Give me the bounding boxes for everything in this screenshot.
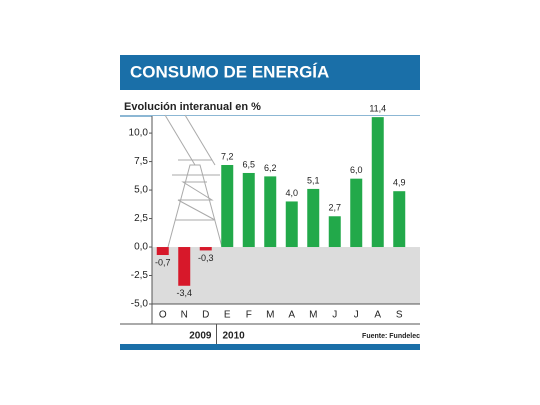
x-tick-label: J: [332, 310, 337, 321]
negative-zone: [152, 247, 420, 304]
y-tick-label: 5,0: [134, 185, 148, 196]
bar: [307, 188, 320, 248]
x-tick-label: M: [309, 310, 317, 321]
y-tick-label: 7,5: [134, 156, 148, 167]
x-tick-label: A: [374, 310, 381, 321]
value-label: -0,7: [155, 257, 171, 267]
x-tick-label: N: [181, 310, 188, 321]
bar: [285, 201, 298, 248]
chart-subtitle: Evolución interanual en %: [124, 101, 261, 113]
bar: [156, 247, 169, 256]
y-tick-label: -2,5: [131, 270, 149, 281]
value-label: 4,9: [393, 178, 406, 188]
x-tick-label: M: [266, 310, 274, 321]
year-label: 2010: [223, 331, 246, 342]
y-tick-label: 2,5: [134, 213, 148, 224]
bar: [328, 216, 341, 248]
value-label: -3,4: [176, 288, 192, 298]
bar: [199, 247, 212, 251]
x-tick-label: D: [202, 310, 209, 321]
footer-bar: [120, 344, 420, 350]
year-label: 2009: [189, 331, 212, 342]
bar: [178, 247, 191, 286]
value-label: 4,0: [285, 188, 298, 198]
source: Fuente: Fundelec: [362, 333, 420, 340]
tower-illustration: [164, 114, 223, 248]
value-label: 7,2: [221, 151, 234, 161]
bar: [371, 117, 384, 248]
bar: [242, 172, 255, 248]
x-tick-label: O: [159, 310, 167, 321]
value-label: 6,0: [350, 165, 363, 175]
value-label: 11,4: [369, 104, 386, 114]
y-tick-label: -5,0: [131, 299, 149, 310]
bar: [393, 191, 406, 248]
header-bar: [120, 55, 420, 90]
x-tick-label: S: [396, 310, 403, 321]
y-tick-label: 0,0: [134, 242, 148, 253]
value-label: -0,3: [198, 253, 214, 263]
x-tick-label: E: [224, 310, 231, 321]
chart-title: CONSUMO DE ENERGÍA: [130, 62, 329, 81]
y-tick-label: 10,0: [129, 128, 149, 139]
bar: [264, 176, 277, 248]
bar: [350, 178, 363, 248]
value-label: 2,7: [328, 203, 341, 213]
x-tick-label: F: [246, 310, 252, 321]
value-label: 6,5: [242, 159, 255, 169]
bar: [221, 164, 234, 248]
value-label: 5,1: [307, 175, 320, 185]
value-label: 6,2: [264, 163, 277, 173]
x-tick-label: A: [288, 310, 295, 321]
x-tick-label: J: [354, 310, 359, 321]
